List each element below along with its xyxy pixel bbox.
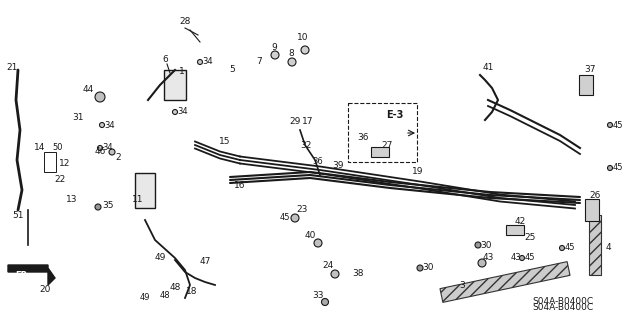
Text: 27: 27 [381,140,393,150]
Circle shape [301,46,309,54]
Circle shape [607,166,612,170]
Text: 35: 35 [102,201,114,210]
Text: 45: 45 [525,254,535,263]
Text: 42: 42 [515,218,525,226]
Text: 41: 41 [483,63,493,72]
Text: 48: 48 [160,291,170,300]
Text: 28: 28 [179,18,191,26]
Text: 25: 25 [524,234,536,242]
Circle shape [559,246,564,250]
Text: 36: 36 [312,158,323,167]
Text: 21: 21 [6,63,18,72]
Circle shape [95,204,101,210]
Text: 30: 30 [422,263,434,272]
Circle shape [99,122,104,128]
Text: 45: 45 [612,164,623,173]
Text: 17: 17 [302,117,314,127]
Text: 5: 5 [229,65,235,75]
Text: 47: 47 [199,257,211,266]
Text: 45: 45 [612,121,623,130]
Circle shape [291,214,299,222]
Text: 32: 32 [300,140,312,150]
Circle shape [173,109,177,115]
Text: 48: 48 [170,284,180,293]
Text: 49: 49 [154,254,166,263]
Text: 43: 43 [483,254,493,263]
Text: 2: 2 [115,153,121,162]
Text: 8: 8 [288,48,294,57]
Circle shape [97,145,102,151]
Text: 34: 34 [105,121,115,130]
Circle shape [417,265,423,271]
Text: 3: 3 [459,280,465,290]
Circle shape [198,60,202,64]
Text: 9: 9 [271,42,277,51]
Text: 23: 23 [296,205,308,214]
Bar [371,147,389,157]
Text: 22: 22 [54,175,66,184]
Text: 30: 30 [480,241,492,249]
Text: 12: 12 [60,159,70,167]
Circle shape [478,259,486,267]
Bar [579,75,593,95]
Text: 4: 4 [605,243,611,253]
Text: 39: 39 [332,160,344,169]
Circle shape [109,149,115,155]
Text: 34: 34 [203,57,213,66]
Circle shape [288,58,296,66]
Polygon shape [8,265,55,285]
Text: 49: 49 [140,293,150,302]
Text: 45: 45 [280,213,291,222]
Text: 14: 14 [35,144,45,152]
Text: 19: 19 [412,167,424,176]
Bar [135,173,155,207]
Text: 24: 24 [323,261,333,270]
Text: 51: 51 [12,211,24,219]
Text: E-3: E-3 [387,110,404,120]
Text: FR.: FR. [15,271,31,280]
Text: 33: 33 [312,291,324,300]
Circle shape [271,51,279,59]
Circle shape [95,92,105,102]
Text: 43: 43 [511,254,522,263]
Text: 1: 1 [179,68,185,77]
Bar [585,199,599,221]
Circle shape [607,122,612,128]
Circle shape [475,242,481,248]
Text: 15: 15 [220,137,231,146]
Text: S04A-B0400C: S04A-B0400C [532,298,593,307]
Circle shape [331,270,339,278]
Bar [44,152,56,172]
Circle shape [314,239,322,247]
Bar [506,225,524,235]
Text: 7: 7 [256,57,262,66]
Text: 13: 13 [67,196,77,204]
Text: S04A-B0400C: S04A-B0400C [532,303,593,313]
Text: 40: 40 [304,231,316,240]
Bar [440,262,570,302]
Text: 26: 26 [589,190,601,199]
Text: 38: 38 [352,270,364,278]
Text: 50: 50 [52,144,63,152]
Text: 44: 44 [83,85,93,94]
Circle shape [322,299,328,305]
Text: 37: 37 [584,65,596,75]
Text: 11: 11 [132,196,144,204]
Text: 36: 36 [357,133,369,143]
Text: 20: 20 [39,286,51,294]
Text: 45: 45 [564,243,575,253]
Text: 6: 6 [162,56,168,64]
Bar [164,70,186,100]
Text: 29: 29 [289,117,301,127]
Circle shape [321,299,328,306]
Text: 34: 34 [178,108,188,116]
Text: 34: 34 [102,144,113,152]
Text: 10: 10 [297,33,308,42]
Bar [589,215,601,275]
Text: 46: 46 [94,147,106,157]
Text: 16: 16 [234,181,246,189]
Text: 31: 31 [72,114,84,122]
Circle shape [520,256,525,261]
Text: 18: 18 [186,287,198,296]
